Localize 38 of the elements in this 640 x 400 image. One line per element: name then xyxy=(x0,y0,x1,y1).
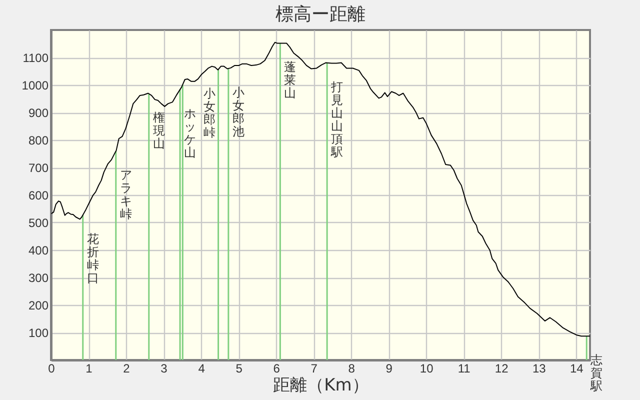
y-tick-label: 900 xyxy=(28,106,49,120)
x-tick-label: 0 xyxy=(48,362,56,376)
y-tick-label: 400 xyxy=(28,244,49,258)
y-tick-label: 700 xyxy=(28,161,49,175)
x-tick-label: 9 xyxy=(386,362,393,376)
x-tick-label: 1 xyxy=(86,362,93,376)
ref-line-label: 花折峠口 xyxy=(86,232,99,285)
line-series xyxy=(50,42,590,337)
ref-line-label: 打見山山頂駅 xyxy=(330,80,344,159)
ref-line-label: 権現山 xyxy=(152,110,165,151)
x-tick-label: 10 xyxy=(420,362,434,376)
y-tick-label: 800 xyxy=(28,134,49,148)
x-axis-title: 距離（Km） xyxy=(273,376,369,396)
x-tick-label: 12 xyxy=(494,362,509,376)
ref-line-label: 小女郎池 xyxy=(232,86,244,138)
ref-line-label: アラキ峠 xyxy=(120,168,132,222)
y-tick-label: 500 xyxy=(28,216,49,230)
x-tick-label: 13 xyxy=(532,362,546,376)
ref-line-label: 蓬莱山 xyxy=(284,60,296,100)
ref-line-label: 小女郎峠 xyxy=(203,86,216,140)
chart-title: 標高ー距離 xyxy=(276,4,366,25)
x-tick-label: 14 xyxy=(570,362,584,376)
x-tick-label: 11 xyxy=(458,362,471,376)
x-tick-label: 4 xyxy=(198,362,206,376)
y-tick-label: 100 xyxy=(28,326,49,340)
y-tick-label: 1100 xyxy=(22,51,49,65)
ref-line-label: 志賀駅 xyxy=(590,353,603,394)
x-tick-label: 6 xyxy=(273,362,280,376)
x-tick-label: 7 xyxy=(310,362,318,376)
x-tick-label: 5 xyxy=(236,362,243,376)
y-tick-label: 600 xyxy=(28,188,49,202)
x-tick-label: 2 xyxy=(123,362,130,376)
y-tick-label: 1000 xyxy=(22,78,49,92)
y-tick-label: 300 xyxy=(28,271,49,285)
ref-line-label: ホッケ山 xyxy=(184,106,196,160)
x-tick-label: 8 xyxy=(348,362,356,376)
x-tick-label: 3 xyxy=(160,362,168,376)
y-tick-label: 200 xyxy=(28,298,49,312)
